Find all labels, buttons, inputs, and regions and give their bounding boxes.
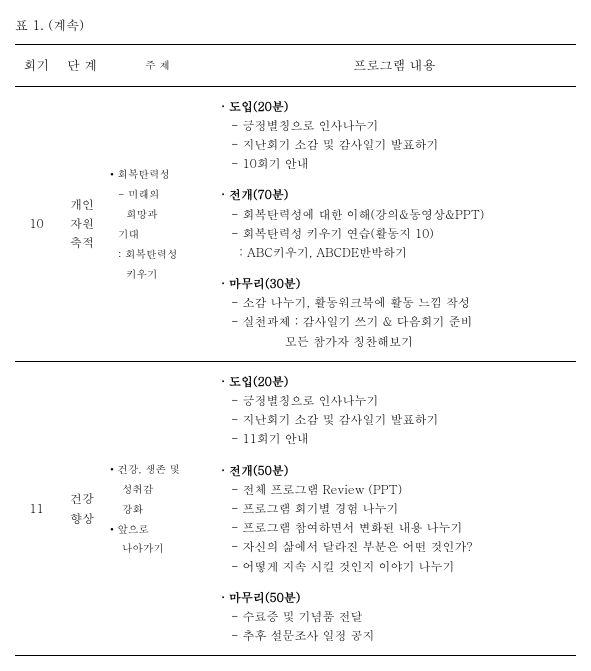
table-row: 10개인자원축적• 회복탄력성- 미래의희망과기대: 회복탄력성키우기· 도입(… — [15, 86, 576, 361]
table-caption: 표 1. (계속) — [15, 15, 576, 36]
header-session: 회기 — [15, 44, 58, 86]
header-topic: 주 제 — [106, 44, 209, 86]
cell-session: 11 — [15, 361, 58, 655]
cell-topic: • 회복탄력성- 미래의희망과기대: 회복탄력성키우기 — [106, 86, 209, 361]
header-row: 회기 단 계 주 제 프로그램 내용 — [15, 44, 576, 86]
header-content: 프로그램 내용 — [209, 44, 576, 86]
cell-stage: 건강향상 — [58, 361, 106, 655]
cell-content: · 도입(20분)- 긍정별칭으로 인사나누기- 지난회기 소감 및 감사일기 … — [209, 361, 576, 655]
cell-session: 10 — [15, 86, 58, 361]
header-stage: 단 계 — [58, 44, 106, 86]
table-row: 11건강향상• 건강, 생존 및성취감강화• 앞으로나아가기· 도입(20분)-… — [15, 361, 576, 655]
program-table: 회기 단 계 주 제 프로그램 내용 10개인자원축적• 회복탄력성- 미래의희… — [15, 44, 576, 656]
cell-stage: 개인자원축적 — [58, 86, 106, 361]
cell-topic: • 건강, 생존 및성취감강화• 앞으로나아가기 — [106, 361, 209, 655]
cell-content: · 도입(20분)- 긍정별칭으로 인사나누기- 지난회기 소감 및 감사일기 … — [209, 86, 576, 361]
